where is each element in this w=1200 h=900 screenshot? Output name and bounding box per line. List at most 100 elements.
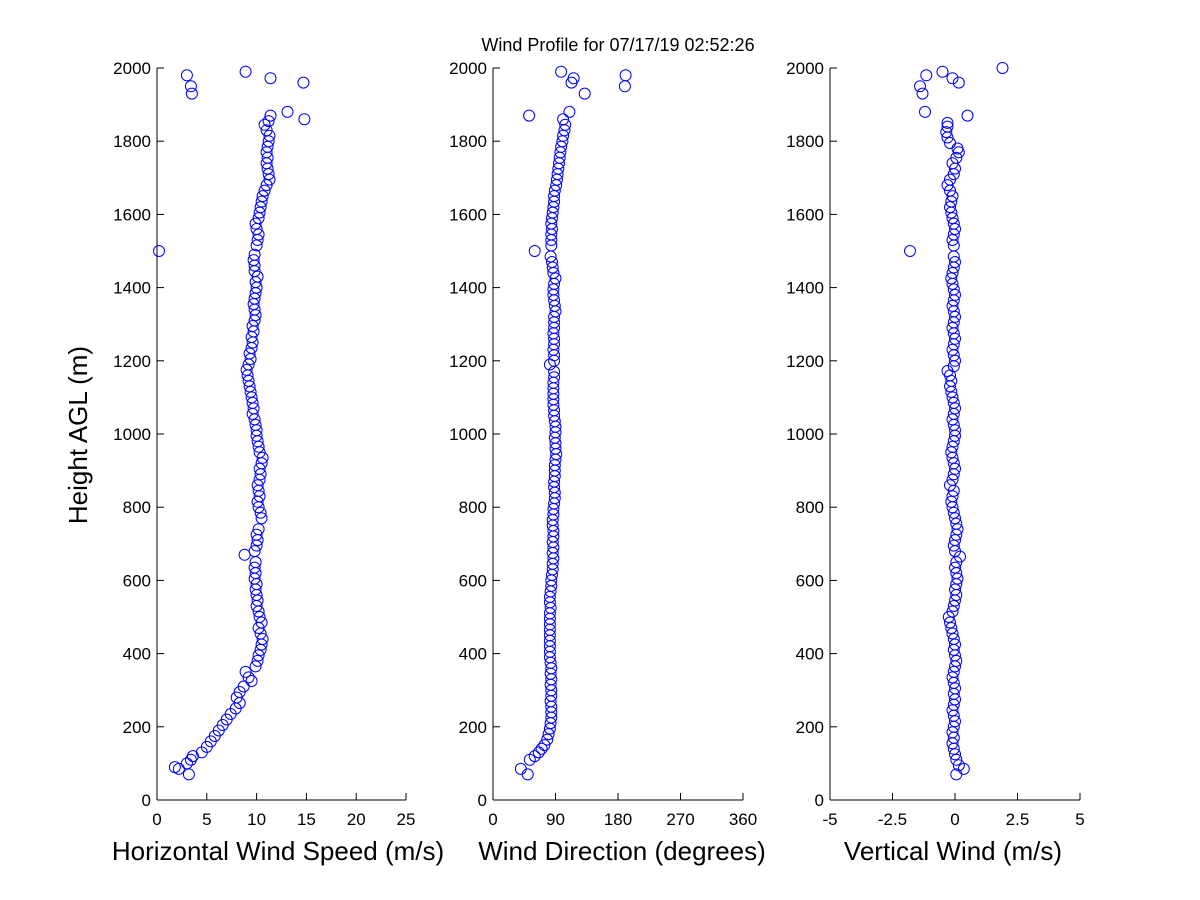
data-point (256, 451, 269, 464)
y-tick-label: 200 (123, 718, 151, 737)
data-point (949, 462, 961, 475)
y-tick-label: 400 (123, 645, 151, 664)
x-tick-label: 2.5 (1006, 810, 1030, 829)
data-point (950, 151, 963, 164)
data-point (950, 517, 963, 530)
y-tick-label: 1400 (449, 279, 487, 298)
data-point (578, 87, 591, 100)
y-tick-label: 600 (123, 571, 151, 590)
data-point (949, 354, 961, 367)
x-axis-title: Horizontal Wind Speed (m/s) (112, 836, 444, 866)
data-point (920, 69, 933, 82)
data-point (546, 256, 558, 268)
data-point (914, 80, 926, 93)
panel-vertical-wind: -5 -2.5 0 2.5 5 0 200 400 600 800 1000 1200 1400 1600… (786, 59, 1085, 866)
data-point (952, 759, 965, 772)
data-point (263, 129, 276, 142)
y-tick-label: 1000 (786, 425, 824, 444)
data-point (184, 80, 197, 93)
data-point (945, 622, 958, 634)
data-point (252, 523, 265, 536)
data-point (951, 572, 964, 585)
data-point (949, 402, 961, 415)
data-point (248, 545, 261, 558)
data-point (947, 600, 960, 612)
y-tick-label: 0 (815, 791, 824, 810)
y-tick-label: 2000 (113, 59, 151, 78)
panel-wind-direction: 0 90 180 270 360 0 200 400 600 800 1000 1200 1400 160… (449, 59, 766, 866)
data-point (247, 254, 260, 267)
y-tick-label: 400 (459, 645, 487, 664)
x-tick-label: 5 (202, 810, 211, 829)
data-point (944, 479, 956, 492)
y-tick-label: 1400 (786, 279, 824, 298)
x-tick-label: -5 (822, 810, 837, 829)
y-tick-label: 200 (459, 718, 487, 737)
x-tick-label: 10 (247, 810, 266, 829)
data-point (255, 616, 268, 629)
data-point (940, 126, 953, 139)
data-point (242, 671, 255, 684)
data-point (996, 62, 1009, 74)
data-point (946, 321, 959, 334)
x-tick-label: 0 (950, 810, 959, 829)
data-point (563, 105, 576, 118)
data-point (949, 512, 961, 525)
data-point (949, 638, 961, 651)
data-point (258, 184, 271, 197)
data-point (941, 120, 954, 133)
data-point (946, 234, 959, 246)
data-point (253, 462, 266, 475)
data-point (919, 105, 931, 118)
data-point (260, 124, 273, 137)
y-tick-label: 0 (142, 791, 151, 810)
y-tick-label: 1800 (786, 132, 824, 151)
data-point (947, 396, 960, 409)
data-point (253, 611, 266, 623)
y-tick-label: 800 (123, 498, 151, 517)
data-point (180, 757, 193, 770)
data-point (946, 440, 959, 453)
data-point (555, 65, 568, 78)
data-point (946, 413, 959, 426)
data-point (946, 267, 959, 279)
y-tick-label: 2000 (449, 59, 487, 78)
data-point (936, 65, 949, 78)
data-point (961, 109, 974, 122)
y-tick-label: 1800 (113, 132, 151, 151)
data-point (946, 726, 959, 739)
data-point (250, 528, 263, 541)
y-tick-label: 1200 (786, 352, 824, 371)
data-point (249, 660, 262, 673)
data-point (249, 418, 262, 431)
data-point (549, 272, 562, 285)
panel-horizontal-wind-speed: 0 5 10 15 20 25 0 200 400 600 800 1000 1200 1400 1600 1… (112, 59, 444, 866)
data-point (945, 446, 958, 459)
data-point (264, 72, 277, 85)
data-point (618, 80, 631, 93)
data-point (946, 190, 959, 203)
data-point (523, 109, 536, 122)
x-tick-label: 15 (297, 810, 316, 829)
x-tick-label: 0 (152, 810, 161, 829)
data-point (947, 283, 960, 296)
data-point (559, 118, 572, 131)
y-tick-label: 1600 (113, 205, 151, 224)
data-point (944, 616, 956, 629)
y-tick-label: 0 (478, 791, 487, 810)
x-axis-title: Vertical Wind (m/s) (844, 836, 1062, 866)
data-point (947, 506, 960, 519)
data-point (168, 761, 181, 774)
data-point (952, 76, 965, 89)
data-point (946, 627, 959, 640)
data-point (255, 195, 268, 208)
data-point (619, 69, 632, 82)
data-point (949, 310, 961, 323)
y-tick-label: 800 (796, 498, 824, 517)
data-point (946, 391, 959, 404)
data-point (950, 654, 963, 667)
y-tick-label: 2000 (786, 59, 824, 78)
y-tick-label: 1800 (449, 132, 487, 151)
data-point (557, 113, 570, 126)
